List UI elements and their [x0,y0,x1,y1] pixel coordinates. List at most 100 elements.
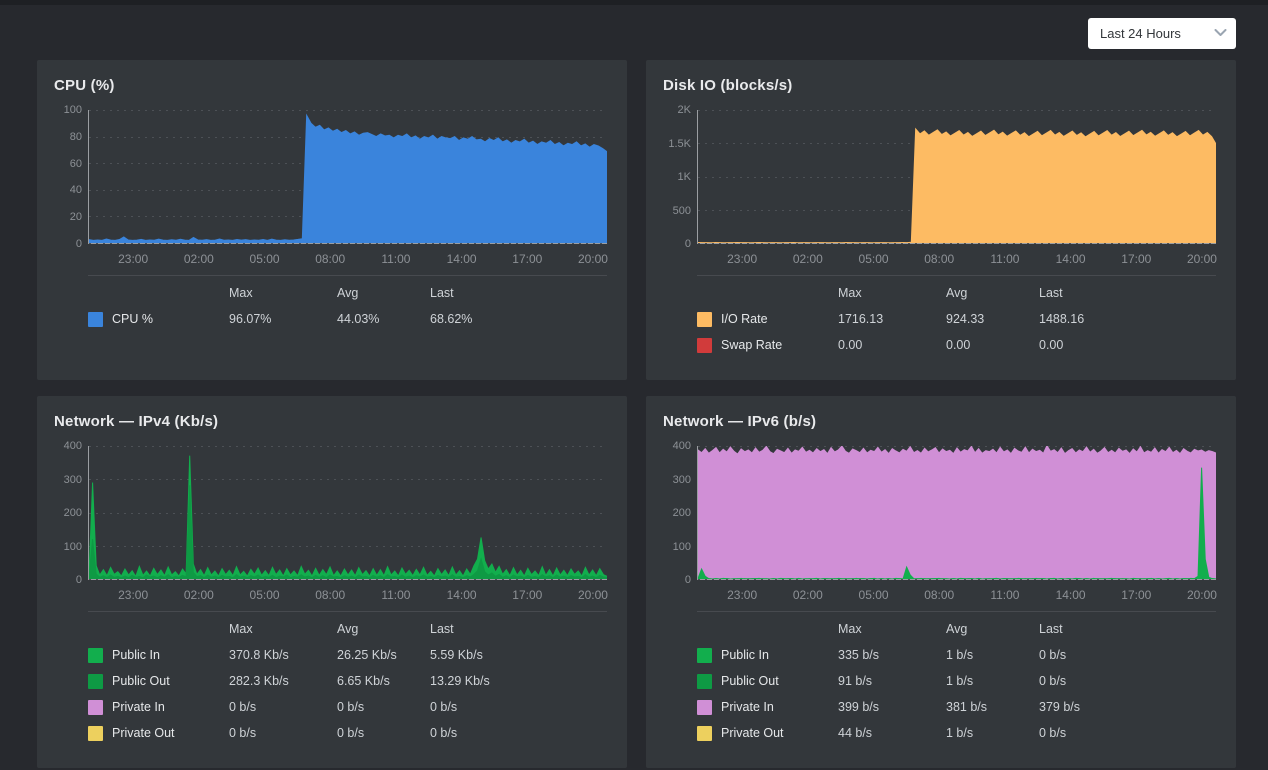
y-axis: 400 300 200 100 0 [54,440,88,586]
legend-row-public-in[interactable]: Public In 335 b/s 1 b/s 0 b/s [697,642,1216,668]
legend-divider [697,275,1216,276]
series-name: Private In [112,700,165,714]
y-tick-label: 1K [677,171,691,183]
legend-row-cpu[interactable]: CPU % 96.07% 44.03% 68.62% [88,306,607,332]
legend-header-last: Last [430,286,454,300]
legend-row-public-out[interactable]: Public Out 282.3 Kb/s 6.65 Kb/s 13.29 Kb/s [88,668,607,694]
x-axis: 23:00 02:00 05:00 08:00 11:00 14:00 17:00 20:00 [88,250,608,266]
legend-series-cell: Private In [697,699,838,715]
series-max: 44 b/s [838,726,873,740]
legend-row-private-in[interactable]: Private In 0 b/s 0 b/s 0 b/s [88,694,607,720]
cpu-swatch [88,311,103,327]
gridline [89,110,607,111]
private-out-swatch [697,725,712,741]
x-tick-label: 20:00 [1186,252,1217,266]
gridline [89,545,607,547]
private-out-swatch [88,725,103,741]
x-tick-label: 23:00 [118,588,149,602]
gridline [698,446,1216,447]
series-avg: 381 b/s [946,700,988,714]
x-tick-label: 11:00 [381,588,411,602]
y-axis: 100 80 60 40 20 0 [54,104,88,250]
plot-area [88,446,607,580]
legend-header-avg: Avg [337,286,359,300]
y-tick-label: 0 [684,574,691,586]
plot-area [88,110,607,244]
legend-row-swap-rate[interactable]: Swap Rate 0.00 0.00 0.00 [697,332,1216,358]
legend-series-cell: Public In [88,647,229,663]
y-tick-label: 300 [672,473,691,486]
series-last: 0 b/s [1039,674,1067,688]
gridline [698,579,1216,580]
legend-header-max: Max [838,286,862,300]
series-last: 0 b/s [430,700,458,714]
x-tick-label: 20:00 [577,588,608,602]
gridline [89,446,607,447]
y-tick-label: 300 [63,473,82,486]
public-in-swatch [697,647,712,663]
x-tick-label: 08:00 [315,252,346,266]
series-name: I/O Rate [721,312,768,326]
series-area-public-out [89,485,607,579]
legend-row-private-in[interactable]: Private In 399 b/s 381 b/s 379 b/s [697,694,1216,720]
series-max: 399 b/s [838,700,880,714]
series-area-public-in [89,456,607,579]
chart-panel-cpu: CPU (%) 100 80 60 40 20 0 23:00 02:00 05:00 08:0… [37,60,627,380]
legend-row-public-out[interactable]: Public Out 91 b/s 1 b/s 0 b/s [697,668,1216,694]
series-max: 96.07% [229,312,272,326]
legend-series-cell: Private Out [697,725,838,741]
series-name: Public In [112,648,160,662]
legend-header-max: Max [229,286,253,300]
legend-series-cell: Private In [88,699,229,715]
legend-row-i-o-rate[interactable]: I/O Rate 1716.13 924.33 1488.16 [697,306,1216,332]
series-name: Swap Rate [721,338,783,352]
series-last: 0 b/s [1039,726,1067,740]
y-axis: 2K 1.5K 1K 500 0 [663,104,697,250]
series-avg: 44.03% [337,312,380,326]
chart-area: 100 80 60 40 20 0 23:00 02:00 05:00 08:00 11:00 14… [54,104,608,266]
legend: Max Avg Last CPU % 96.07% 44.03% 68.62% [88,280,607,332]
legend-row-private-out[interactable]: Private Out 0 b/s 0 b/s 0 b/s [88,720,607,746]
series-plot [698,110,1216,243]
series-name: Public Out [112,674,170,688]
series-max: 91 b/s [838,674,873,688]
legend-header-avg: Avg [946,622,968,636]
chevron-down-icon [1204,18,1236,49]
legend-row-public-in[interactable]: Public In 370.8 Kb/s 26.25 Kb/s 5.59 Kb/s [88,642,607,668]
series-last: 0.00 [1039,338,1064,352]
legend-row-private-out[interactable]: Private Out 44 b/s 1 b/s 0 b/s [697,720,1216,746]
x-tick-label: 11:00 [381,252,411,266]
y-tick-label: 400 [63,440,82,452]
series-area-i-o-rate [698,129,1216,243]
time-range-select[interactable]: Last 24 Hours [1088,17,1236,49]
x-tick-label: 23:00 [118,252,149,266]
chart-title: Disk IO (blocks/s) [663,77,793,94]
x-tick-label: 23:00 [727,588,758,602]
series-area-private-in [698,446,1216,579]
y-tick-label: 200 [672,507,691,519]
series-name: Private Out [112,726,175,740]
private-in-swatch [697,699,712,715]
x-tick-label: 05:00 [249,588,280,602]
gridline [698,110,1216,111]
x-tick-label: 14:00 [1055,588,1086,602]
x-axis: 23:00 02:00 05:00 08:00 11:00 14:00 17:00 20:00 [88,586,608,602]
series-max: 282.3 Kb/s [229,674,289,688]
legend-header-avg: Avg [946,286,968,300]
chart-title: Network — IPv6 (b/s) [663,413,817,430]
x-tick-label: 20:00 [1186,588,1217,602]
y-tick-label: 40 [69,184,82,197]
legend-series-cell: CPU % [88,311,229,327]
time-range-value: Last 24 Hours [1100,25,1181,41]
y-tick-label: 0 [684,238,691,250]
series-name: Private In [721,700,774,714]
y-tick-label: 400 [672,440,691,452]
legend: Max Avg Last I/O Rate 1716.13 924.33 1488.1… [697,280,1216,358]
x-tick-label: 20:00 [577,252,608,266]
series-last: 0 b/s [1039,648,1067,662]
y-tick-label: 100 [63,540,82,553]
gridline [89,512,607,514]
chart-title: CPU (%) [54,77,115,94]
legend-series-cell: Swap Rate [697,337,838,353]
series-name: CPU % [112,312,153,326]
